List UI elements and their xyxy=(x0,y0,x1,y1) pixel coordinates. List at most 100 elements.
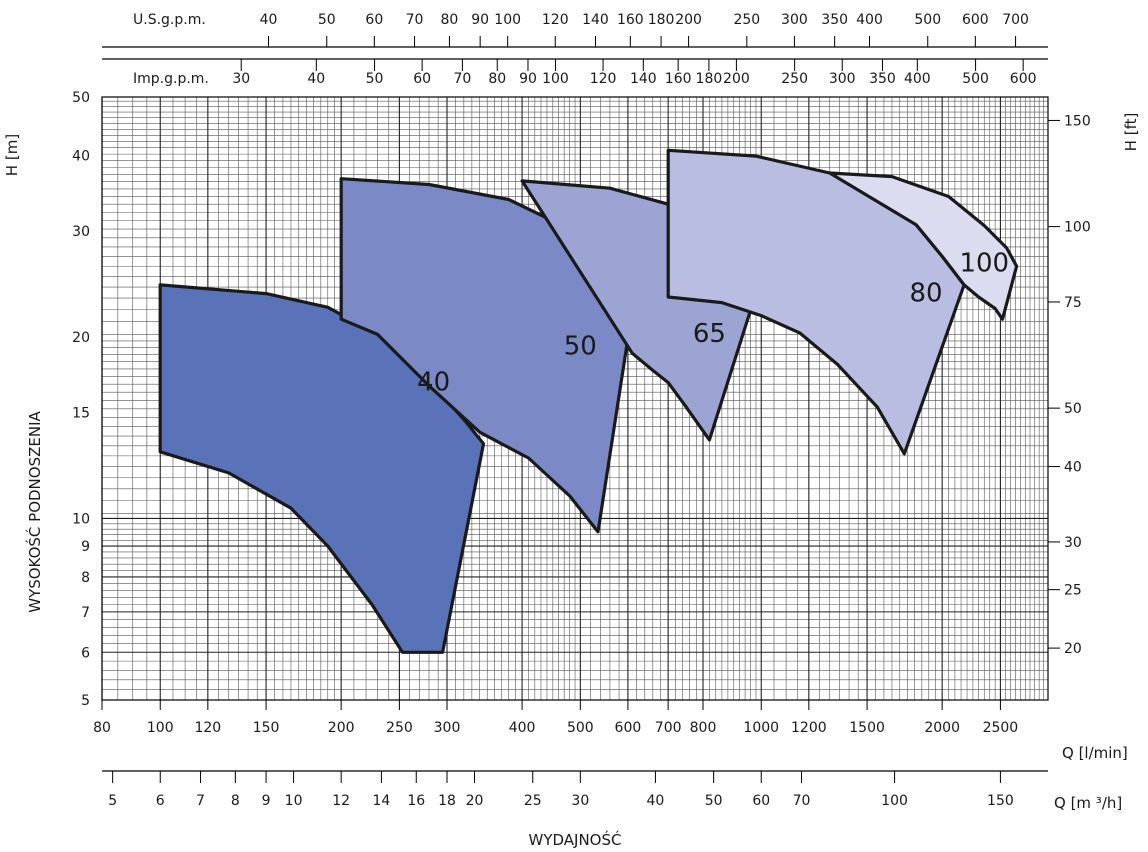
pump-region-label-100: 100 xyxy=(959,248,1009,278)
m3h-tick-label: 100 xyxy=(881,793,908,809)
imp-gpm-tick-label: 70 xyxy=(453,71,471,87)
m3h-tick-label: 150 xyxy=(987,793,1014,809)
m3h-ticks: 5 6 7 8 9 10 12 14 16 18 20 25 30 40 50 60 70 100 150 xyxy=(108,771,1014,809)
h-m-tick-label: 5 xyxy=(81,693,90,709)
pump-regions: 40 50 65 80 100 xyxy=(158,148,1019,654)
lmin-tick-label: 700 xyxy=(655,720,682,736)
h-ft-tick-label: 30 xyxy=(1064,535,1082,551)
us-gpm-tick-label: 180 xyxy=(648,12,675,28)
us-gpm-tick-label: 40 xyxy=(260,12,278,28)
h-ft-tick-label: 75 xyxy=(1064,295,1082,311)
imp-gpm-tick-label: 250 xyxy=(781,71,808,87)
pump-region-label-65: 65 xyxy=(693,319,726,349)
us-gpm-unit-label: U.S.g.p.m. xyxy=(133,12,206,28)
us-gpm-tick-label: 140 xyxy=(582,12,609,28)
lmin-tick-label: 1200 xyxy=(791,720,827,736)
m3h-tick-label: 50 xyxy=(705,793,723,809)
h-ft-tick-label: 40 xyxy=(1064,460,1082,476)
us-gpm-ticks: 40 50 60 70 80 90 100 120 140 160 180 200 250 300 350 4… xyxy=(260,12,1029,47)
us-gpm-tick-label: 250 xyxy=(733,12,760,28)
imp-gpm-tick-label: 30 xyxy=(232,71,250,87)
us-gpm-tick-label: 120 xyxy=(542,12,569,28)
m3h-tick-label: 16 xyxy=(407,793,425,809)
h-ft-ticks: 20 25 30 40 50 75 100 150 xyxy=(1048,113,1091,657)
m3h-tick-label: 60 xyxy=(752,793,770,809)
lmin-tick-label: 300 xyxy=(434,720,461,736)
lmin-tick-label: 1500 xyxy=(849,720,885,736)
m3h-tick-label: 20 xyxy=(466,793,484,809)
h-m-tick-label: 20 xyxy=(72,330,90,346)
lmin-tick-label: 400 xyxy=(509,720,536,736)
us-gpm-tick-label: 700 xyxy=(1002,12,1029,28)
h-m-tick-label: 40 xyxy=(72,148,90,164)
lmin-tick-label: 2000 xyxy=(924,720,960,736)
imp-gpm-tick-label: 350 xyxy=(869,71,896,87)
us-gpm-tick-label: 60 xyxy=(365,12,383,28)
m3h-unit-label: Q [m ³/h] xyxy=(1054,794,1122,812)
h-m-tick-label: 30 xyxy=(72,224,90,240)
h-m-unit-label: H [m] xyxy=(3,134,21,176)
h-m-tick-label: 6 xyxy=(81,645,90,661)
us-gpm-tick-label: 200 xyxy=(675,12,702,28)
imp-gpm-tick-label: 400 xyxy=(904,71,931,87)
lmin-tick-label: 2500 xyxy=(983,720,1019,736)
imp-gpm-tick-label: 180 xyxy=(696,71,723,87)
m3h-tick-label: 7 xyxy=(196,793,205,809)
imp-gpm-tick-label: 300 xyxy=(829,71,856,87)
imp-gpm-tick-label: 40 xyxy=(307,71,325,87)
us-gpm-tick-label: 50 xyxy=(318,12,336,28)
m3h-tick-label: 70 xyxy=(793,793,811,809)
us-gpm-tick-label: 90 xyxy=(471,12,489,28)
imp-gpm-tick-label: 50 xyxy=(366,71,384,87)
imp-gpm-tick-label: 600 xyxy=(1010,71,1037,87)
us-gpm-tick-label: 600 xyxy=(962,12,989,28)
us-gpm-tick-label: 70 xyxy=(406,12,424,28)
lmin-tick-label: 500 xyxy=(567,720,594,736)
h-ft-tick-label: 20 xyxy=(1064,641,1082,657)
h-m-tick-label: 8 xyxy=(81,570,90,586)
us-gpm-tick-label: 160 xyxy=(617,12,644,28)
h-m-tick-label: 50 xyxy=(72,90,90,106)
imp-gpm-tick-label: 80 xyxy=(488,71,506,87)
imp-gpm-unit-label: Imp.g.p.m. xyxy=(133,71,209,87)
pump-region-label-80: 80 xyxy=(909,278,942,308)
imp-gpm-tick-label: 120 xyxy=(590,71,617,87)
plot-frame xyxy=(101,96,1049,701)
m3h-tick-label: 10 xyxy=(285,793,303,809)
h-m-tick-label: 7 xyxy=(81,605,90,621)
lmin-tick-label: 600 xyxy=(615,720,642,736)
m3h-tick-label: 9 xyxy=(262,793,271,809)
h-ft-tick-label: 50 xyxy=(1064,401,1082,417)
m3h-tick-label: 25 xyxy=(524,793,542,809)
us-gpm-tick-label: 100 xyxy=(494,12,521,28)
m3h-tick-label: 8 xyxy=(231,793,240,809)
m3h-tick-label: 30 xyxy=(571,793,589,809)
lmin-tick-label: 250 xyxy=(386,720,413,736)
lmin-tick-label: 150 xyxy=(253,720,280,736)
lmin-tick-label: 800 xyxy=(690,720,717,736)
lmin-ticks: 80 100 120 150 200 250 300 400 500 600 700 800 1000 1… xyxy=(93,700,1018,736)
us-gpm-tick-label: 500 xyxy=(914,12,941,28)
imp-gpm-tick-label: 90 xyxy=(519,71,537,87)
h-ft-tick-label: 100 xyxy=(1064,220,1091,236)
m3h-tick-label: 18 xyxy=(438,793,456,809)
h-ft-tick-label: 25 xyxy=(1064,583,1082,599)
h-ft-tick-label: 150 xyxy=(1064,113,1091,129)
lmin-tick-label: 100 xyxy=(147,720,174,736)
pump-region-50 xyxy=(339,177,639,534)
m3h-tick-label: 40 xyxy=(647,793,665,809)
us-gpm-tick-label: 350 xyxy=(821,12,848,28)
x-axis-title: WYDAJNOŚĆ xyxy=(529,830,622,849)
us-gpm-tick-label: 400 xyxy=(856,12,883,28)
lmin-tick-label: 80 xyxy=(93,720,111,736)
imp-gpm-tick-label: 140 xyxy=(630,71,657,87)
m3h-tick-label: 6 xyxy=(156,793,165,809)
m3h-tick-label: 14 xyxy=(372,793,390,809)
imp-gpm-tick-label: 60 xyxy=(413,71,431,87)
h-m-tick-label: 9 xyxy=(81,539,90,555)
h-m-tick-label: 10 xyxy=(72,511,90,527)
imp-gpm-tick-label: 200 xyxy=(723,71,750,87)
pump-region-label-40: 40 xyxy=(417,368,450,398)
h-m-tick-label: 15 xyxy=(72,405,90,421)
